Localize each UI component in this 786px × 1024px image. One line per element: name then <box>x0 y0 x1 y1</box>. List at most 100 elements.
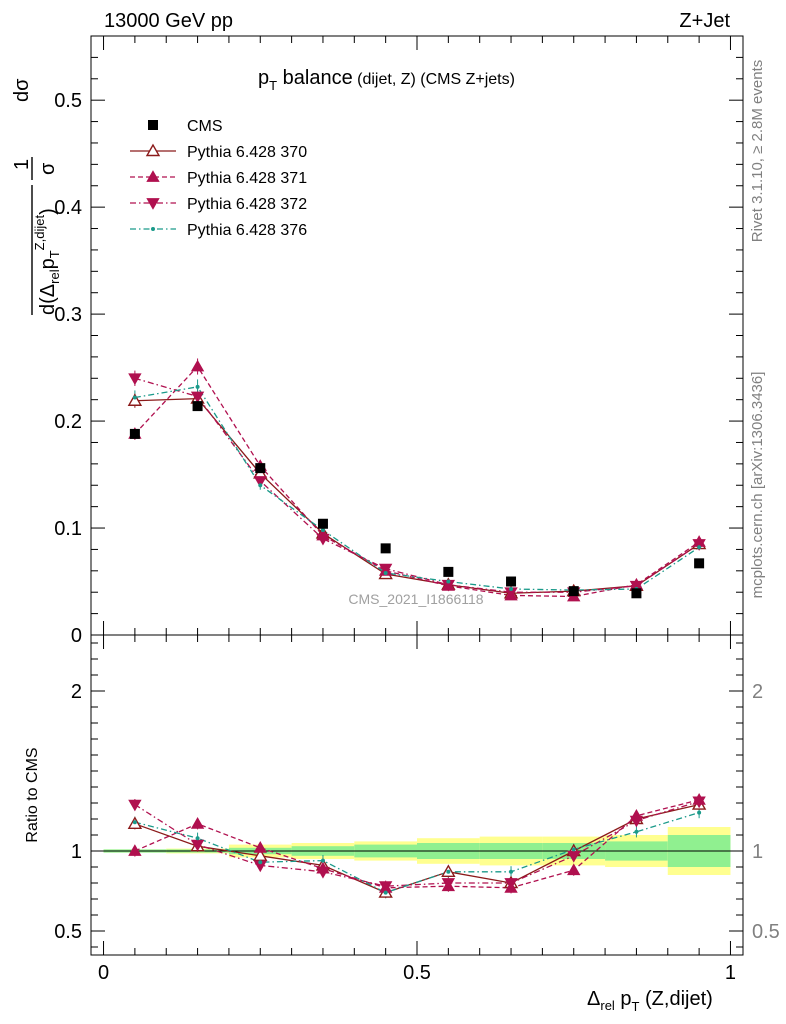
ratio-series-line-1 <box>134 799 700 889</box>
y-label-sigma: σ <box>37 162 59 175</box>
data-point <box>631 588 642 599</box>
main-y-tick-label: 0.3 <box>54 304 82 326</box>
data-point <box>316 533 330 546</box>
data-point <box>694 558 705 569</box>
plot-title-main: balance <box>277 67 353 89</box>
y-label-dsigma: dσ <box>11 78 33 102</box>
legend-marker <box>145 143 161 157</box>
legend-label: Pythia 6.428 370 <box>187 144 307 161</box>
data-point <box>195 384 200 389</box>
ratio-point <box>128 844 142 856</box>
ratio-panel: 0.5 0.5 1 1 2 2 0 0.5 1 Ratio to CMS Δrel pT (Z… <box>24 634 780 1014</box>
ratio-series-line-3 <box>134 811 700 894</box>
legend-label: CMS <box>187 118 223 135</box>
main-y-tick-label: 0.5 <box>54 90 82 112</box>
legend-marker <box>148 120 158 130</box>
legend-label: Pythia 6.428 372 <box>187 196 307 213</box>
ratio-point <box>378 881 393 894</box>
rivet-version-label: Rivet 3.1.10, ≥ 2.8M events <box>749 60 766 243</box>
x-axis-label: Δrel pT (Z,dijet) <box>587 988 713 1014</box>
data-point <box>192 401 203 412</box>
data-point <box>380 543 391 554</box>
ratio-point <box>697 810 702 815</box>
main-y-tick-label: 0.1 <box>54 518 82 540</box>
data-point <box>378 563 393 576</box>
ratio-point <box>567 863 581 876</box>
mcplots-reference-label: mcplots.cern.ch [arXiv:1306.3436] <box>749 372 766 599</box>
ratio-point <box>128 799 142 812</box>
ratio-point <box>383 890 388 895</box>
ratio-y-axis-label: Ratio to CMS <box>24 747 41 842</box>
x-tick-label: 0 <box>98 962 109 984</box>
data-point <box>258 483 263 488</box>
ratio-point <box>320 858 325 863</box>
x-tick-label: 1 <box>725 962 736 984</box>
y-label-one: 1 <box>11 159 33 170</box>
ratio-point <box>195 836 200 841</box>
x-tick-label: 0.5 <box>403 962 431 984</box>
ratio-point <box>571 847 576 852</box>
plot-title: pT balance (dijet, Z) (CMS Z+jets) <box>258 67 515 93</box>
main-y-tick-label: 0.2 <box>54 411 82 433</box>
ratio-point <box>190 816 205 829</box>
ratio-y-tick-label: 0.5 <box>54 921 82 943</box>
ratio-y-tick-label-right: 0.5 <box>752 921 780 943</box>
ratio-point <box>634 829 639 834</box>
series-line-4 <box>134 386 700 591</box>
data-point <box>128 373 142 386</box>
ratio-y-tick-label: 2 <box>71 681 82 703</box>
data-point <box>132 395 137 400</box>
y-label-denominator: d(ΔrelpTZ,dijet) <box>32 208 62 315</box>
data-point <box>697 545 702 550</box>
data-point <box>568 586 579 597</box>
data-point <box>190 391 205 404</box>
data-point <box>446 579 451 584</box>
data-point <box>253 476 267 488</box>
legend-label: Pythia 6.428 376 <box>187 222 307 239</box>
data-point <box>317 518 328 529</box>
header-process-label: Z+Jet <box>679 10 730 32</box>
ratio-point <box>316 866 330 879</box>
main-y-tick-label: 0.4 <box>54 197 82 219</box>
ratio-point <box>509 869 514 874</box>
legend-marker <box>146 170 160 182</box>
ratio-point <box>258 860 263 865</box>
ratio-point <box>504 878 518 890</box>
data-point <box>692 539 706 551</box>
ratio-point <box>441 878 456 890</box>
header-energy-label: 13000 GeV pp <box>104 10 233 32</box>
ratio-point <box>132 820 137 825</box>
ratio-y-tick-label-right: 1 <box>752 841 763 863</box>
data-point <box>443 566 454 577</box>
ratio-point <box>446 869 451 874</box>
series-line-3 <box>134 377 700 593</box>
ratio-point <box>253 840 267 853</box>
plot-title-p: p <box>258 67 269 89</box>
data-point <box>129 428 140 439</box>
legend-label: Pythia 6.428 371 <box>187 170 307 187</box>
data-point <box>629 580 644 593</box>
series-line-1 <box>134 397 700 594</box>
ratio-panel-frame <box>90 634 744 956</box>
main-y-tick-label: 0 <box>71 625 82 647</box>
data-point <box>509 587 514 592</box>
plot-title-rest: (CMS Z+jets) <box>416 71 515 88</box>
ratio-y-tick-label: 1 <box>71 841 82 863</box>
data-point <box>190 359 205 372</box>
data-point <box>506 576 517 587</box>
main-panel: 0 0.1 0.2 0.3 0.4 0.5 pT balance (dijet, Z) (… <box>11 35 744 647</box>
data-point <box>255 463 266 474</box>
plot-title-small: (dijet, Z) <box>353 71 416 88</box>
ratio-point <box>692 796 706 809</box>
plot-title-sub: T <box>269 78 277 93</box>
ratio-y-tick-label-right: 2 <box>752 681 763 703</box>
legend: CMS Pythia 6.428 370 Pythia 6.428 371 Pythi… <box>130 118 307 239</box>
legend-marker <box>146 198 160 210</box>
analysis-watermark: CMS_2021_I1866118 <box>348 591 483 607</box>
ratio-series-line-2 <box>134 800 700 887</box>
data-point <box>383 570 388 575</box>
data-point <box>320 528 325 533</box>
legend-marker <box>151 227 155 231</box>
ratio-point <box>629 815 644 828</box>
